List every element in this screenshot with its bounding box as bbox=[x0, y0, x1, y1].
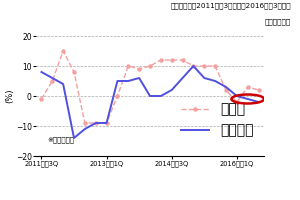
Legend: 製造業, 非製造業: 製造業, 非製造業 bbox=[176, 97, 259, 143]
Y-axis label: (%): (%) bbox=[5, 89, 14, 103]
Text: （四半期毎）: （四半期毎） bbox=[265, 18, 291, 25]
Text: データ期間：2011年第3四半期～2016年第3四半期: データ期間：2011年第3四半期～2016年第3四半期 bbox=[170, 2, 291, 9]
Text: ※前年同期比: ※前年同期比 bbox=[47, 136, 74, 143]
